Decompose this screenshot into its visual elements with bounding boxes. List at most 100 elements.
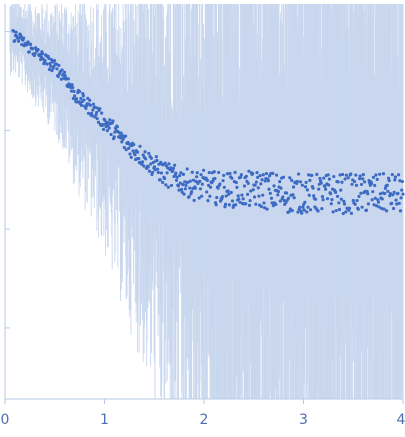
- data-point: [290, 178, 294, 182]
- data-point: [234, 203, 238, 207]
- data-point: [177, 188, 181, 192]
- data-point: [306, 205, 310, 209]
- data-point: [266, 179, 270, 183]
- data-point: [183, 187, 187, 191]
- data-point: [169, 166, 173, 170]
- data-point: [238, 200, 242, 204]
- data-point: [310, 173, 314, 178]
- data-point: [57, 63, 61, 67]
- data-point: [19, 35, 23, 39]
- data-point: [298, 180, 303, 184]
- data-point: [363, 180, 367, 184]
- data-point: [376, 200, 381, 204]
- data-point: [260, 178, 264, 182]
- data-point: [70, 83, 74, 87]
- data-point: [182, 192, 186, 196]
- data-point: [223, 202, 228, 206]
- data-point: [198, 179, 202, 184]
- data-point: [375, 177, 379, 181]
- data-point: [387, 179, 391, 183]
- data-point: [100, 111, 104, 115]
- data-point: [230, 199, 235, 203]
- data-point: [308, 208, 313, 212]
- data-point: [179, 187, 184, 192]
- data-point: [175, 175, 179, 179]
- data-point: [118, 136, 123, 140]
- data-point: [213, 176, 217, 181]
- data-point: [50, 68, 54, 73]
- data-point: [329, 192, 333, 196]
- data-point: [84, 106, 88, 110]
- data-point: [212, 170, 216, 174]
- data-point: [351, 198, 355, 203]
- data-point: [378, 172, 382, 176]
- data-point: [159, 171, 164, 175]
- data-point: [226, 189, 230, 193]
- data-point: [372, 203, 376, 207]
- data-point: [142, 164, 146, 168]
- data-point: [399, 196, 403, 200]
- data-point: [358, 174, 362, 178]
- data-point: [334, 190, 338, 194]
- data-point: [302, 208, 306, 212]
- data-point: [129, 155, 133, 159]
- data-point: [301, 205, 305, 209]
- data-point: [108, 118, 112, 122]
- data-point: [186, 180, 190, 184]
- data-point: [223, 205, 227, 209]
- data-point: [354, 183, 359, 187]
- data-point: [346, 176, 350, 180]
- data-point: [359, 191, 363, 195]
- data-point: [261, 173, 265, 177]
- data-point: [400, 188, 404, 192]
- data-point: [248, 198, 252, 203]
- data-point: [67, 83, 72, 87]
- data-point: [344, 210, 348, 214]
- data-point: [91, 102, 96, 106]
- data-point: [185, 167, 189, 171]
- x-tick-label: 0: [1, 412, 10, 428]
- data-point: [155, 158, 159, 163]
- data-point: [296, 172, 301, 176]
- data-point: [369, 181, 374, 186]
- data-point: [200, 182, 204, 186]
- data-point: [281, 195, 285, 199]
- data-point: [103, 118, 107, 122]
- data-point: [393, 178, 397, 182]
- data-point: [96, 120, 101, 124]
- data-point: [178, 173, 182, 178]
- data-point: [340, 180, 344, 184]
- data-point: [26, 40, 30, 44]
- data-point: [373, 196, 377, 200]
- data-point: [303, 200, 307, 204]
- data-point: [352, 179, 357, 184]
- data-points-layer: [11, 28, 405, 216]
- data-point: [390, 201, 394, 205]
- data-point: [344, 173, 348, 177]
- data-point: [335, 194, 340, 199]
- data-point: [71, 86, 75, 90]
- data-point: [192, 198, 196, 203]
- data-point: [360, 205, 364, 209]
- data-point: [373, 183, 377, 188]
- data-point: [233, 170, 237, 174]
- data-point: [236, 194, 240, 198]
- data-point: [229, 190, 233, 195]
- data-point: [386, 176, 391, 180]
- data-point: [262, 206, 267, 210]
- data-point: [208, 194, 212, 198]
- data-point: [336, 180, 340, 184]
- data-point: [300, 183, 304, 187]
- error-band-layer: [9, 4, 404, 399]
- data-point: [276, 193, 280, 197]
- data-point: [288, 176, 292, 180]
- data-point: [221, 179, 225, 183]
- data-point: [56, 74, 60, 79]
- data-point: [278, 180, 282, 184]
- data-point: [188, 186, 192, 190]
- data-point: [158, 178, 162, 182]
- data-point: [94, 113, 98, 117]
- data-point: [93, 105, 97, 109]
- data-point: [385, 209, 389, 213]
- data-point: [62, 70, 67, 74]
